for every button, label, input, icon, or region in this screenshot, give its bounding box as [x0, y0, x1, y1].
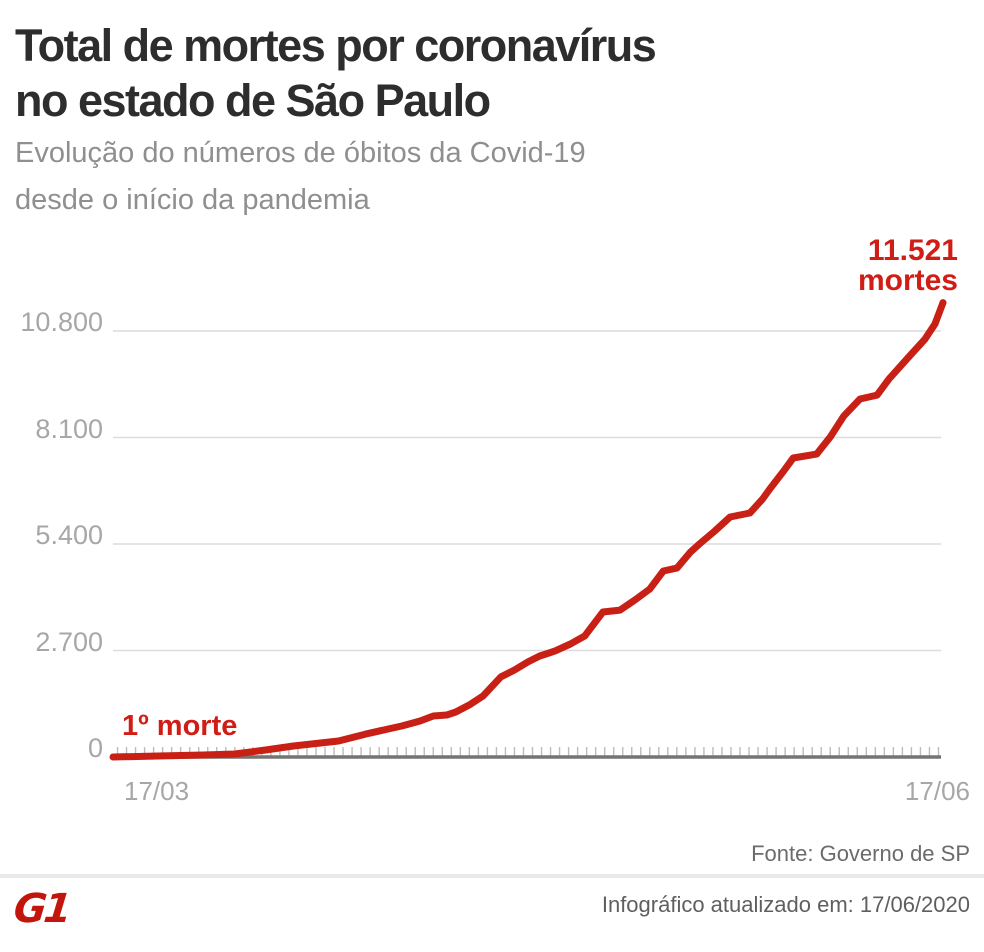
latest-total-value: 11.521 [867, 234, 958, 267]
page-subtitle-line2: desde o início da pandemia [15, 184, 370, 216]
source-credit: Fonte: Governo de SP [751, 841, 970, 866]
latest-total-annotation: 11.521 mortes [858, 236, 958, 296]
y-axis-label-0: 0 [87, 733, 103, 763]
gridlines [113, 330, 941, 652]
page-title-line2: no estado de São Paulo [15, 75, 491, 126]
x-axis-label-start: 17/03 [124, 776, 190, 806]
y-axis-label-2700: 2.700 [35, 626, 103, 657]
footer-divider [0, 874, 984, 878]
page-title-line1: Total de mortes por coronavírus [15, 20, 657, 71]
y-axis-label-10800: 10.800 [20, 307, 103, 337]
y-axis-label-5400: 5.400 [35, 520, 103, 550]
page-title: Total de mortes por coronavírus no estad… [15, 18, 657, 128]
footer-updated-text: Infográfico atualizado em: 17/06/2020 [601, 892, 970, 917]
first-death-annotation: 1º morte [122, 710, 238, 742]
y-axis-label-8100: 8.100 [35, 413, 103, 444]
x-axis-label-end: 17/06 [904, 776, 970, 806]
deaths-series-line [109, 299, 947, 761]
page-subtitle-line1: Evolução do números de óbitos da Covid-1… [15, 137, 586, 169]
page-subtitle: Evolução do números de óbitos da Covid-1… [15, 130, 586, 224]
latest-total-unit: mortes [857, 264, 958, 297]
g1-logo: G1 [11, 886, 72, 932]
